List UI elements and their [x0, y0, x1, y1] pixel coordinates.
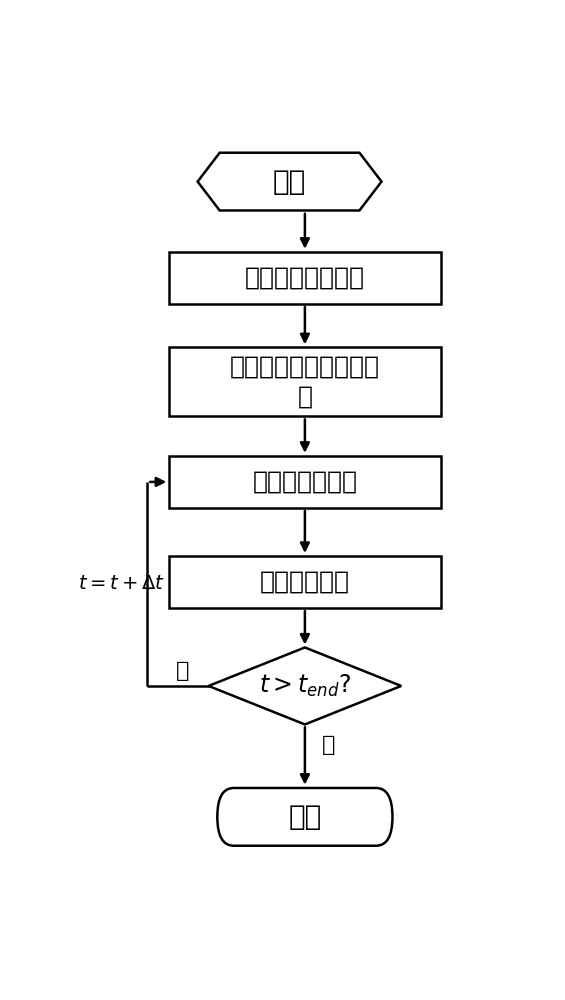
- Text: $\it{t}>\it{t}_{end}$?: $\it{t}>\it{t}_{end}$?: [259, 673, 351, 699]
- Bar: [169, 456, 441, 508]
- Bar: [169, 556, 441, 608]
- Text: 否: 否: [176, 661, 189, 681]
- Bar: [169, 347, 441, 416]
- Text: 瞬态迭代分析: 瞬态迭代分析: [260, 570, 350, 594]
- Text: 是: 是: [321, 735, 335, 755]
- Text: 构建多回路方程: 构建多回路方程: [253, 470, 358, 494]
- Polygon shape: [198, 153, 381, 210]
- Text: 建立仿真模型方程: 建立仿真模型方程: [245, 266, 365, 290]
- FancyBboxPatch shape: [218, 788, 393, 846]
- Text: 开始: 开始: [273, 168, 306, 196]
- Polygon shape: [208, 647, 401, 724]
- Bar: [169, 252, 441, 304]
- Text: 结束: 结束: [288, 803, 321, 831]
- Text: 从有限元获取多回路模
型: 从有限元获取多回路模 型: [230, 355, 380, 409]
- Text: $t=t+\Delta t$: $t=t+\Delta t$: [77, 574, 164, 593]
